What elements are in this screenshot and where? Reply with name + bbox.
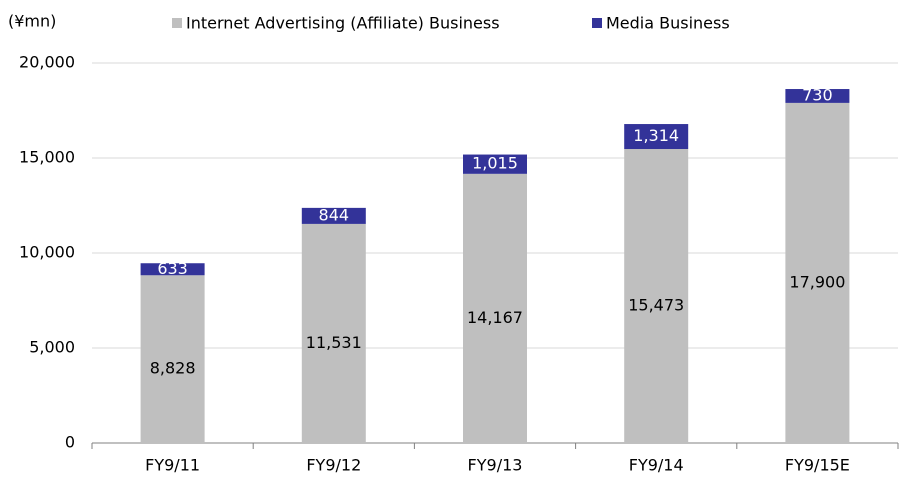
data-label: 633: [157, 259, 188, 278]
bar-segment: [301, 207, 366, 224]
legend-label: Internet Advertising (Affiliate) Busines…: [186, 14, 500, 33]
y-tick-label: 0: [65, 433, 75, 452]
data-label: 8,828: [150, 359, 196, 378]
bar-segment: [463, 173, 527, 443]
x-tick-label: FY9/11: [145, 456, 200, 475]
bar-segment: [624, 149, 689, 443]
data-label: 1,015: [472, 154, 518, 173]
x-tick-label: FY9/14: [629, 456, 684, 475]
bar-segment: [140, 263, 205, 276]
data-label: 15,473: [628, 296, 684, 315]
data-label: 17,900: [789, 272, 845, 291]
data-label: 11,531: [306, 333, 362, 352]
bar-segment: [301, 223, 366, 443]
data-label: 1,314: [633, 126, 679, 145]
x-tick-label: FY9/15E: [785, 456, 850, 475]
bar-segment: [785, 102, 850, 444]
y-tick-label: 10,000: [19, 243, 75, 262]
data-label: 730: [802, 85, 833, 104]
x-tick-label: FY9/12: [306, 456, 361, 475]
bar-segment: [140, 275, 205, 443]
bar-segment: [785, 89, 850, 103]
legend-swatch: [592, 18, 602, 28]
x-tick-label: FY9/13: [468, 456, 523, 475]
y-tick-label: 5,000: [29, 338, 75, 357]
legend-label: Media Business: [606, 14, 730, 33]
bar-segment: [463, 154, 527, 174]
data-label: 844: [319, 205, 350, 224]
y-tick-label: 15,000: [19, 148, 75, 167]
y-tick-label: 20,000: [19, 53, 75, 72]
y-axis-label: (¥mn): [8, 12, 56, 31]
data-label: 14,167: [467, 308, 523, 327]
legend-swatch: [172, 18, 182, 28]
bar-segment: [624, 124, 689, 150]
